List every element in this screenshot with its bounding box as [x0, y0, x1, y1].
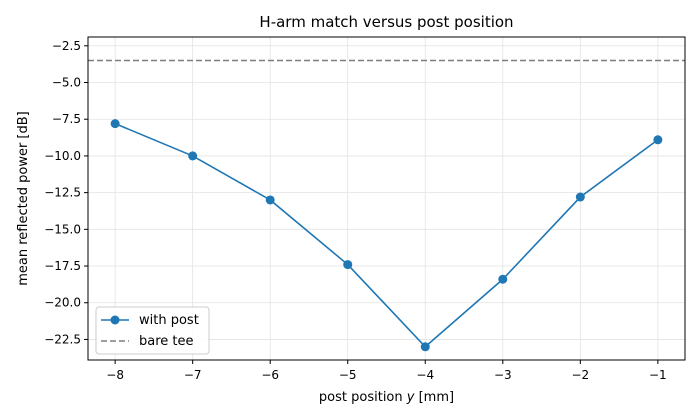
data-point	[265, 195, 275, 205]
x-tick-label: −4	[416, 368, 434, 382]
legend-label-bare-tee: bare tee	[139, 334, 194, 349]
x-axis-label-variable: y	[406, 390, 415, 405]
legend: with post bare tee	[95, 306, 210, 355]
y-tick-label: −17.5	[44, 259, 81, 273]
legend-box	[95, 306, 210, 355]
chart-title: H-arm match versus post position	[259, 13, 513, 31]
series-line-with-post	[114, 122, 659, 348]
y-tick-label: −22.5	[44, 332, 81, 346]
y-tick-label: −2.5	[52, 39, 81, 53]
data-point	[420, 342, 430, 352]
plot-frame	[87, 36, 686, 361]
y-axis-label: mean reflected power [dB]	[16, 111, 31, 286]
y-tick-label: −5.0	[52, 76, 81, 90]
data-point	[110, 119, 120, 129]
x-tick-label: −2	[571, 368, 589, 382]
y-tick-label: −7.5	[52, 112, 81, 126]
y-tick-label: −15.0	[44, 222, 81, 236]
x-tick-label: −3	[494, 368, 512, 382]
y-tick-label: −12.5	[44, 186, 81, 200]
x-tick-label: −8	[106, 368, 124, 382]
series-layer	[110, 119, 663, 352]
x-tick-label: −5	[339, 368, 357, 382]
legend-label-with-post: with post	[139, 313, 199, 328]
x-tick-label: −1	[649, 368, 667, 382]
data-point	[653, 135, 663, 145]
x-axis-label-prefix: post position	[319, 390, 407, 405]
x-tick-label: −6	[261, 368, 279, 382]
ticks-layer: −8 −7 −6 −5 −4 −3 −2 −1 −2.5 −5.0 −7.5 −10.0 −12.5 −1…	[44, 39, 666, 382]
data-point	[188, 151, 198, 161]
legend-marker-with-post	[110, 315, 120, 325]
y-tick-label: −20.0	[44, 296, 81, 310]
data-point	[498, 274, 508, 284]
y-tick-label: −10.0	[44, 149, 81, 163]
x-axis-label-unit: [mm]	[414, 390, 454, 405]
x-tick-label: −7	[184, 368, 202, 382]
x-axis-label: post position y [mm]	[319, 390, 454, 405]
data-point	[343, 260, 353, 270]
data-point	[575, 192, 585, 202]
